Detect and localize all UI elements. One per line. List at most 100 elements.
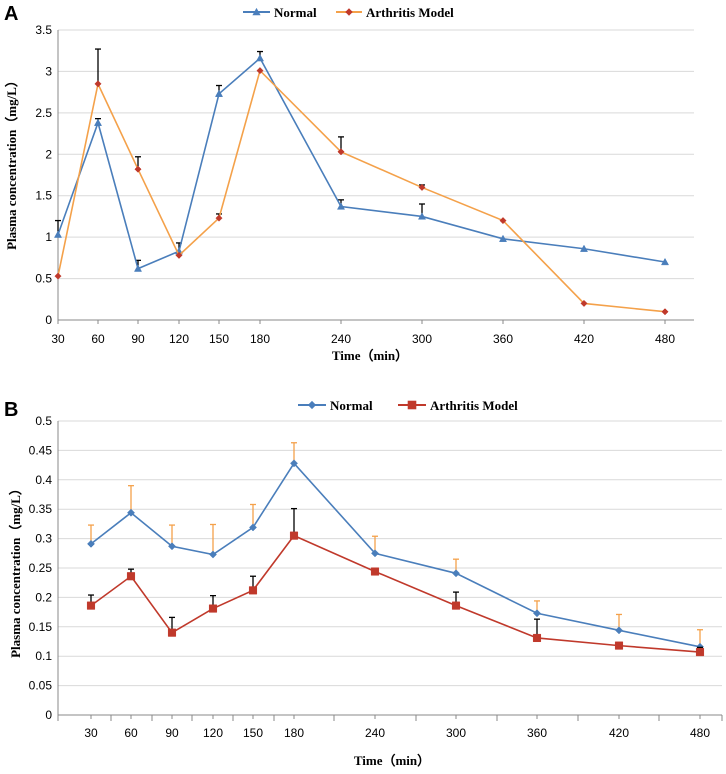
data-point — [248, 586, 258, 595]
y-tick-label: 0 — [45, 313, 52, 327]
data-point — [167, 628, 177, 637]
data-point — [336, 202, 346, 210]
data-point — [256, 67, 264, 75]
x-tick-label: 120 — [169, 332, 189, 346]
y-tick-label: 0.5 — [35, 414, 52, 428]
data-point — [133, 264, 143, 272]
panel-label-b: B — [4, 399, 18, 421]
data-point — [660, 257, 670, 266]
data-point — [614, 641, 624, 650]
legend-a-normal-label: Normal — [274, 5, 317, 20]
data-point — [452, 569, 460, 578]
data-point — [54, 272, 62, 280]
x-tick-label: 300 — [412, 332, 432, 346]
data-point — [290, 459, 298, 468]
data-point — [532, 633, 542, 643]
data-point — [418, 183, 426, 191]
y-tick-label: 0.35 — [29, 502, 53, 516]
y-axis-title-a: Plasma concentration（mg/L） — [4, 74, 19, 250]
x-tick-label: 60 — [91, 332, 105, 346]
series-normal — [87, 442, 704, 651]
data-point — [214, 89, 224, 97]
legend-b-arthritis-marker — [407, 400, 417, 410]
series-normal — [53, 50, 670, 272]
legend-b-arthritis-label: Arthritis Model — [430, 398, 518, 413]
data-point — [337, 148, 345, 156]
x-tick-label: 360 — [493, 332, 513, 346]
plot-area-b: 0 0.05 0.1 0.15 0.2 0.25 0.3 0.35 0.4 0.45 0.5 30 60… — [29, 414, 723, 740]
data-point — [209, 550, 217, 559]
y-tick-label: 2 — [45, 147, 52, 161]
data-point — [498, 234, 508, 242]
x-tick-label: 150 — [243, 726, 263, 740]
y-tick-label: 3.5 — [35, 23, 52, 37]
y-tick-label: 0.25 — [29, 561, 53, 575]
legend-b-normal-label: Normal — [330, 398, 373, 413]
y-tick-label: 3 — [45, 64, 52, 78]
y-tick-label: 0.3 — [35, 532, 52, 546]
x-tick-label: 240 — [331, 332, 351, 346]
x-tick-label: 60 — [124, 726, 138, 740]
legend-a-arthritis-marker — [345, 8, 353, 16]
y-axis-title-b: Plasma concentration（mg/L） — [8, 482, 23, 658]
data-point — [87, 539, 95, 548]
data-point — [94, 80, 102, 88]
data-point — [93, 118, 103, 126]
series-arthritis-model — [54, 48, 669, 316]
data-point — [208, 604, 218, 613]
data-point — [615, 626, 623, 635]
panel-label-a: A — [4, 3, 18, 25]
y-tick-label: 2.5 — [35, 106, 52, 120]
x-tick-label: 90 — [131, 332, 145, 346]
data-point — [175, 251, 183, 259]
data-point — [289, 531, 299, 540]
data-point — [533, 609, 541, 618]
data-point — [580, 299, 588, 307]
data-point — [661, 308, 669, 316]
y-tick-label: 0.05 — [29, 679, 53, 693]
x-tick-label: 360 — [527, 726, 547, 740]
x-tick-label: 30 — [84, 726, 98, 740]
data-point — [370, 567, 380, 576]
y-tick-label: 0.45 — [29, 443, 53, 457]
x-tick-label: 180 — [250, 332, 270, 346]
y-tick-label: 0.4 — [35, 473, 52, 487]
y-tick-label: 0 — [45, 708, 52, 722]
x-tick-label: 30 — [51, 332, 65, 346]
data-point — [255, 54, 265, 62]
data-point — [451, 601, 461, 610]
y-tick-label: 1 — [45, 230, 52, 244]
y-tick-label: 1.5 — [35, 189, 52, 203]
legend-a-arthritis-label: Arthritis Model — [366, 5, 454, 20]
x-tick-label: 240 — [365, 726, 385, 740]
x-tick-label: 420 — [574, 332, 594, 346]
x-axis-title-a: Time（min） — [332, 348, 408, 363]
data-point — [134, 165, 142, 173]
y-tick-label: 0.2 — [35, 590, 52, 604]
x-tick-label: 150 — [209, 332, 229, 346]
y-tick-label: 0.15 — [29, 620, 53, 634]
data-point — [215, 214, 223, 222]
x-tick-label: 480 — [655, 332, 675, 346]
x-tick-label: 480 — [690, 726, 710, 740]
x-tick-label: 420 — [609, 726, 629, 740]
data-point — [53, 230, 63, 238]
legend-b: Normal Arthritis Model — [298, 398, 518, 413]
data-point — [249, 523, 257, 532]
legend-b-normal-marker — [307, 400, 317, 410]
data-point — [126, 572, 136, 581]
y-tick-label: 0.5 — [35, 272, 52, 286]
series-line-arthritis-model — [90, 534, 701, 653]
data-point — [168, 542, 176, 551]
series-arthritis-model — [86, 507, 705, 657]
x-axis-title-b: Time（min） — [354, 753, 430, 768]
data-point — [579, 244, 589, 252]
legend-a-normal-marker — [252, 7, 261, 16]
series-line-normal — [90, 462, 701, 648]
legend-a: Normal Arthritis Model — [243, 5, 454, 20]
data-point — [695, 648, 705, 657]
x-tick-label: 120 — [203, 726, 223, 740]
x-tick-label: 90 — [165, 726, 179, 740]
data-point — [417, 212, 427, 220]
